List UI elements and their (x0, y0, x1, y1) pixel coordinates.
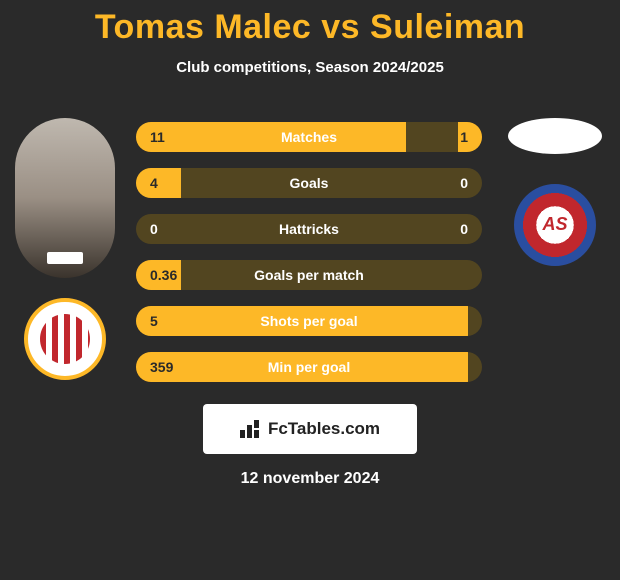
player-photo-right-placeholder (508, 118, 602, 154)
stat-row: Matches111 (136, 122, 482, 152)
stat-row: Min per goal359 (136, 352, 482, 382)
stats-panel: Matches111Goals40Hattricks00Goals per ma… (136, 122, 482, 398)
stat-value-right: 0 (460, 168, 468, 198)
club-badge-left (24, 298, 106, 380)
stat-row: Shots per goal5 (136, 306, 482, 336)
stat-label: Hattricks (136, 214, 482, 244)
stat-row: Goals4 0 (136, 168, 482, 198)
stat-row: Hattricks0 0 (136, 214, 482, 244)
stat-value-left: 11 (150, 122, 165, 152)
left-player-column (10, 118, 120, 380)
bar-chart-icon (240, 420, 262, 438)
subtitle: Club competitions, Season 2024/2025 (0, 59, 620, 76)
stat-label: Min per goal (136, 352, 482, 382)
stat-label: Goals per match (136, 260, 482, 290)
brand-logo: FcTables.com (203, 404, 417, 454)
stat-label: Goals (136, 168, 482, 198)
stat-value-left: 5 (150, 306, 158, 336)
date-label: 12 november 2024 (0, 470, 620, 488)
player-photo-left (15, 118, 115, 278)
stat-value-left: 359 (150, 352, 173, 382)
club-badge-right (514, 184, 596, 266)
stat-value-left: 0 (150, 214, 158, 244)
stat-value-left: 4 (150, 168, 158, 198)
stat-value-right: 0 (460, 214, 468, 244)
stat-row: Goals per match0.36 (136, 260, 482, 290)
stat-value-right: 1 (460, 122, 468, 152)
brand-text: FcTables.com (268, 419, 380, 439)
stat-value-left: 0.36 (150, 260, 177, 290)
right-player-column (500, 118, 610, 266)
stat-label: Shots per goal (136, 306, 482, 336)
stat-label: Matches (136, 122, 482, 152)
page-title: Tomas Malec vs Suleiman (0, 0, 620, 47)
